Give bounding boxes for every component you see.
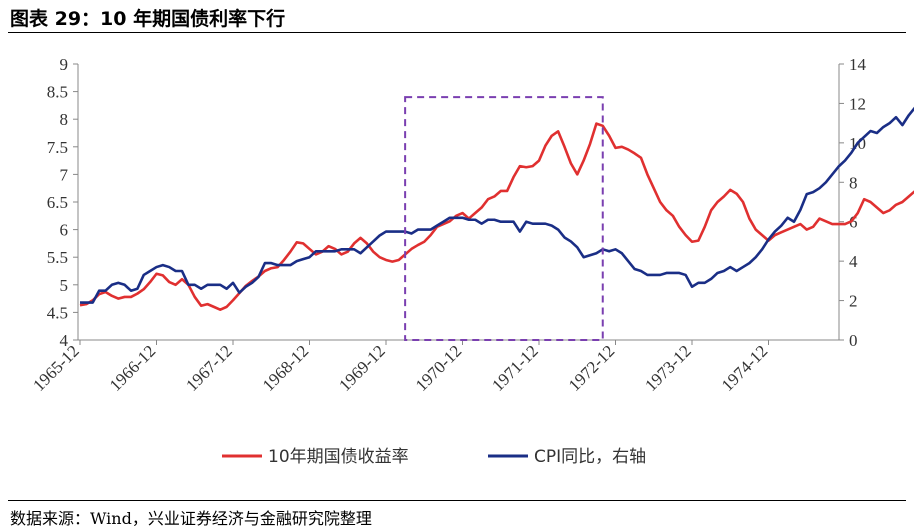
right-tick-label: 4 — [849, 252, 858, 271]
left-tick-label: 8 — [60, 110, 69, 129]
x-axis-ticks: 1965-12 1966-12 1967-12 1968-12 1969-12 1970-… — [29, 340, 771, 395]
series-line-cpi — [80, 106, 914, 304]
left-tick-label: 4 — [60, 331, 69, 350]
left-tick-label: 7 — [60, 165, 69, 184]
footer-rule — [8, 500, 906, 501]
left-tick-label: 8.5 — [47, 83, 68, 102]
series-layer — [79, 96, 914, 342]
x-tick-label: 1965-12 — [29, 341, 83, 395]
left-tick-label: 7.5 — [47, 138, 68, 157]
right-tick-label: 12 — [849, 94, 866, 113]
x-tick-label: 1968-12 — [259, 341, 313, 395]
x-tick-label: 1970-12 — [412, 341, 466, 395]
right-tick-label: 6 — [849, 213, 858, 232]
data-source: 数据来源：Wind，兴业证券经济与金融研究院整理 — [10, 509, 372, 528]
left-tick-label: 9 — [60, 55, 69, 74]
axes — [77, 64, 840, 341]
right-tick-label: 2 — [849, 292, 858, 311]
legend: 10年期国债收益率 CPI同比，右轴 — [222, 447, 646, 467]
title-rule — [8, 32, 906, 33]
left-tick-label: 5.5 — [47, 248, 68, 267]
x-tick-label: 1972-12 — [565, 341, 619, 395]
x-tick-label: 1974-12 — [718, 341, 772, 395]
right-tick-label: 14 — [849, 55, 867, 74]
legend-label-cpi: CPI同比，右轴 — [534, 447, 646, 467]
series-line-yield — [79, 122, 914, 311]
x-tick-label: 1971-12 — [488, 341, 542, 395]
left-tick-label: 6.5 — [47, 193, 68, 212]
x-tick-label: 1973-12 — [641, 341, 695, 395]
chart-title: 图表 29：10 年期国债利率下行 — [10, 8, 286, 30]
left-axis-ticks: 9 8.5 8 7.5 7 6.5 6 5.5 5 4.5 4 — [47, 55, 78, 350]
legend-label-yield: 10年期国债收益率 — [268, 447, 409, 467]
left-tick-label: 4.5 — [47, 303, 68, 322]
left-tick-label: 6 — [60, 221, 69, 240]
x-tick-label: 1967-12 — [182, 341, 236, 395]
right-tick-label: 0 — [849, 331, 858, 350]
x-tick-label: 1969-12 — [335, 341, 389, 395]
right-tick-label: 8 — [849, 173, 858, 192]
highlight-box — [404, 96, 604, 342]
left-tick-label: 5 — [60, 276, 69, 295]
x-tick-label: 1966-12 — [106, 341, 160, 395]
